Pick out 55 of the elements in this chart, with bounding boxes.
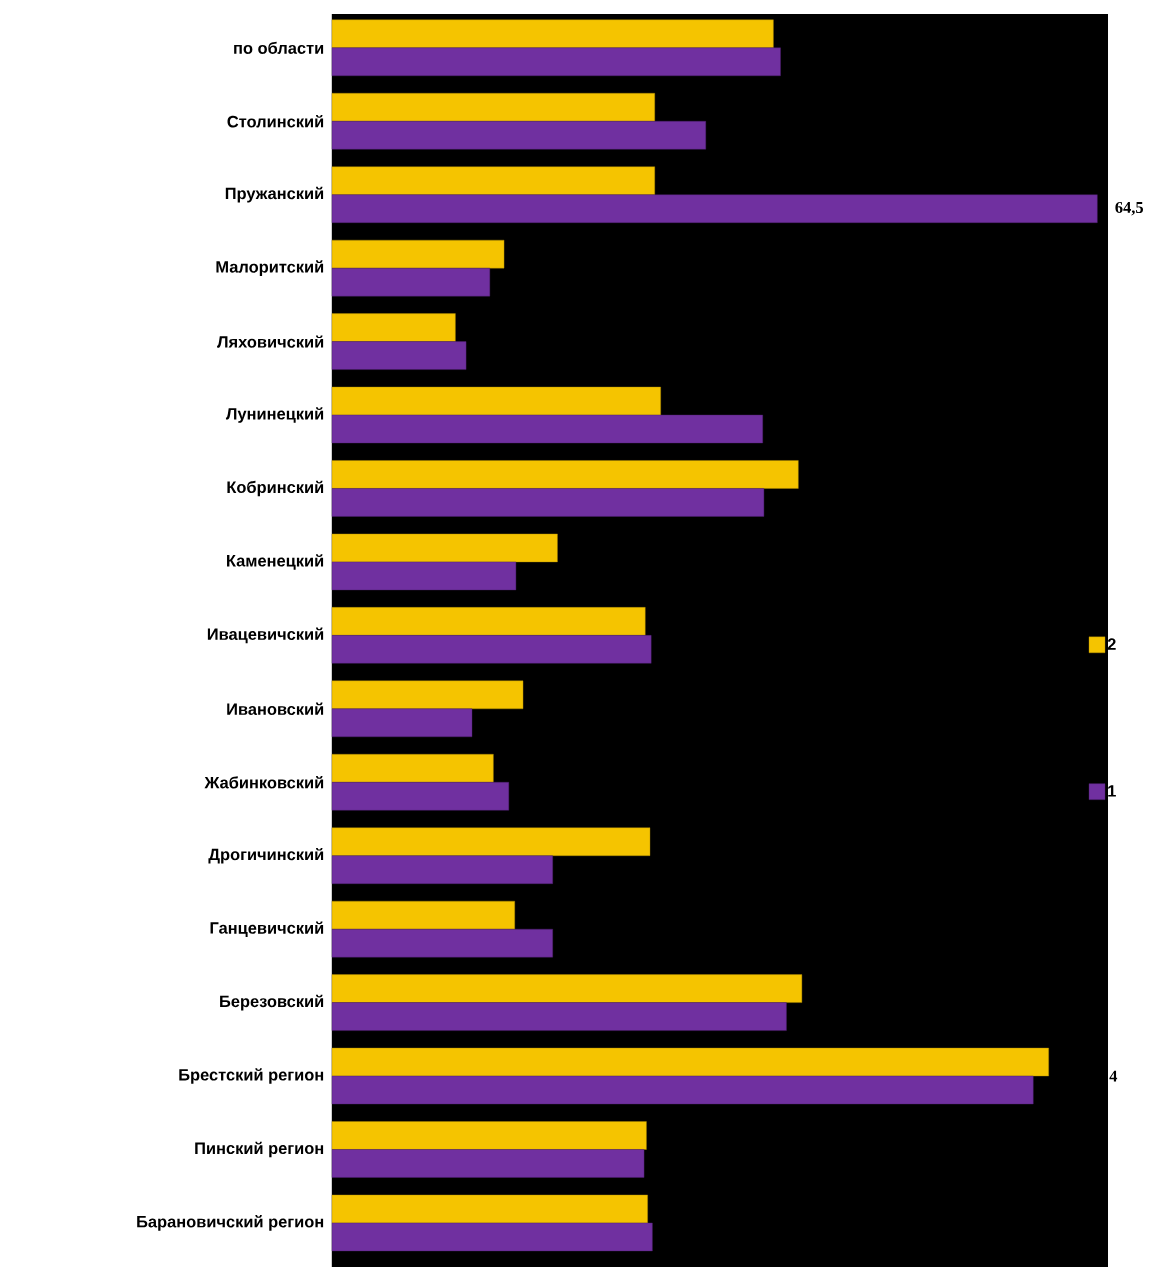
bar [331, 460, 799, 489]
bar [331, 488, 765, 517]
bar [331, 239, 505, 269]
bar [331, 900, 515, 930]
y-tick-label: Лунинецкий [225, 407, 324, 423]
bar [331, 121, 706, 150]
bar [331, 855, 553, 884]
y-tick-label: Дрогичинский [208, 847, 324, 864]
bar [331, 708, 473, 738]
bar [331, 1047, 1049, 1077]
text: 4 [1109, 1070, 1118, 1082]
bar [331, 680, 524, 710]
bar [331, 782, 509, 811]
bar [331, 974, 803, 1003]
bar [331, 928, 553, 958]
bar [331, 1002, 787, 1031]
y-tick-label: Пинский регион [195, 1141, 324, 1158]
bar [331, 1194, 648, 1224]
y-tick-label: Березовский [220, 994, 324, 1011]
legend-label: 2 [1107, 638, 1116, 650]
bar [331, 194, 1098, 223]
bar [331, 1222, 653, 1252]
y-tick-label: Столинский [227, 115, 324, 128]
bar [331, 1121, 647, 1150]
bar [331, 635, 652, 664]
bar [331, 166, 655, 195]
legend-label: 1 [1108, 785, 1116, 797]
y-tick-label: Ивановский [227, 702, 324, 716]
y-tick-label: Жабинковский [204, 776, 324, 789]
y-tick-label: Пружанский [225, 186, 324, 203]
bar [331, 414, 763, 444]
y-tick-label: Малоритский [216, 260, 324, 276]
bar [331, 1075, 1034, 1105]
bar [331, 93, 655, 122]
bar [331, 47, 781, 76]
y-tick-label: Барановичский регион [137, 1215, 324, 1231]
bar [331, 267, 491, 297]
bar [331, 341, 467, 370]
bar [331, 533, 558, 563]
y-tick-label: Ляховичский [217, 335, 324, 348]
y-tick-label: Ганцевичский [210, 921, 324, 937]
bar [331, 827, 651, 856]
bar [331, 19, 774, 48]
y-tick-label: Кобринский [227, 480, 324, 497]
y-tick-label: Каменецкий [227, 554, 324, 570]
bar [331, 754, 494, 783]
y-tick-label: Брестский регион [179, 1068, 324, 1084]
bar [331, 561, 517, 591]
y-tick-label: по области [234, 41, 324, 54]
bar [331, 313, 456, 342]
data-label: 64,5 [1115, 201, 1143, 216]
bar [331, 386, 661, 416]
bar [331, 1149, 645, 1178]
y-tick-label: Ивацевичский [207, 627, 324, 644]
bar [331, 607, 646, 636]
